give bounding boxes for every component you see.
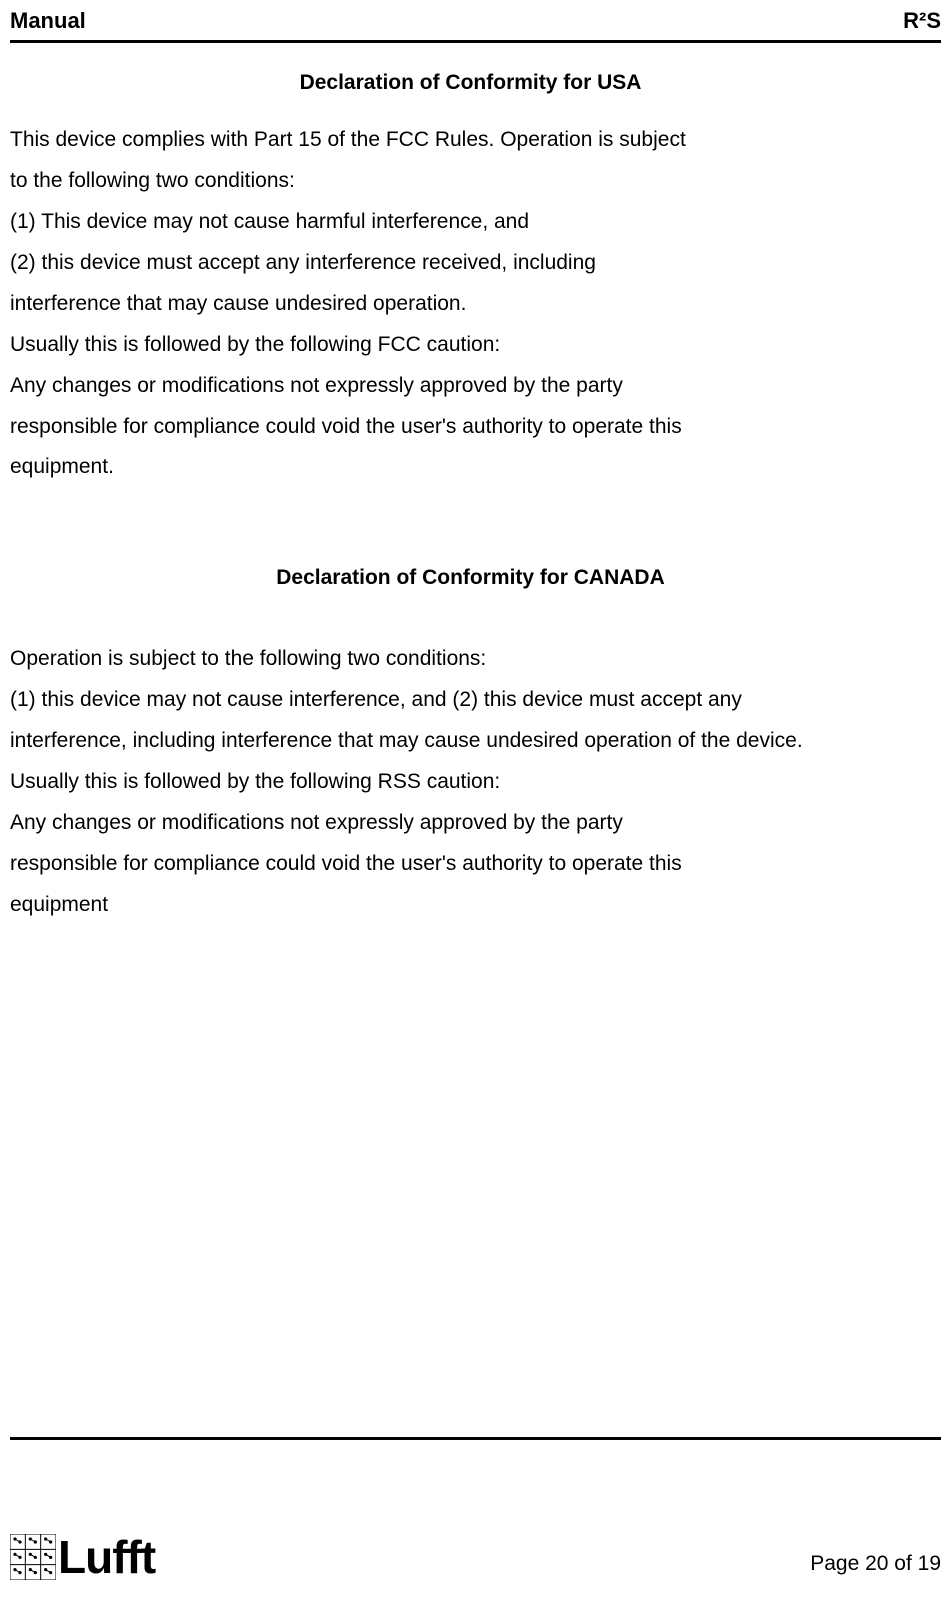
document-body: Declaration of Conformity for USA This d… (10, 43, 941, 926)
header-left: Manual (10, 8, 86, 34)
body-line: Any changes or modifications not express… (10, 803, 931, 844)
brand-logo: Lufft (10, 1534, 155, 1580)
body-line: Usually this is followed by the followin… (10, 762, 931, 803)
body-line: responsible for compliance could void th… (10, 844, 931, 885)
page-number: Page 20 of 19 (810, 1552, 941, 1580)
logo-grid-icon (10, 1534, 56, 1580)
body-line: equipment (10, 885, 931, 926)
body-line: responsible for compliance could void th… (10, 407, 931, 448)
body-line: to the following two conditions: (10, 161, 931, 202)
footer-rule (10, 1437, 941, 1440)
body-line: (2) this device must accept any interfer… (10, 243, 931, 284)
body-line: (1) This device may not cause harmful in… (10, 202, 931, 243)
body-line: (1) this device may not cause interferen… (10, 680, 931, 721)
body-line: equipment. (10, 447, 931, 488)
body-line: Any changes or modifications not express… (10, 366, 931, 407)
section-title-canada: Declaration of Conformity for CANADA (10, 558, 931, 599)
logo-text: Lufft (58, 1534, 155, 1580)
body-line: interference that may cause undesired op… (10, 284, 931, 325)
body-line: Usually this is followed by the followin… (10, 325, 931, 366)
body-line: interference, including interference tha… (10, 721, 931, 762)
body-line: This device complies with Part 15 of the… (10, 120, 931, 161)
body-line: Operation is subject to the following tw… (10, 639, 931, 680)
header-right: R²S (903, 8, 941, 34)
section-title-usa: Declaration of Conformity for USA (10, 63, 931, 104)
